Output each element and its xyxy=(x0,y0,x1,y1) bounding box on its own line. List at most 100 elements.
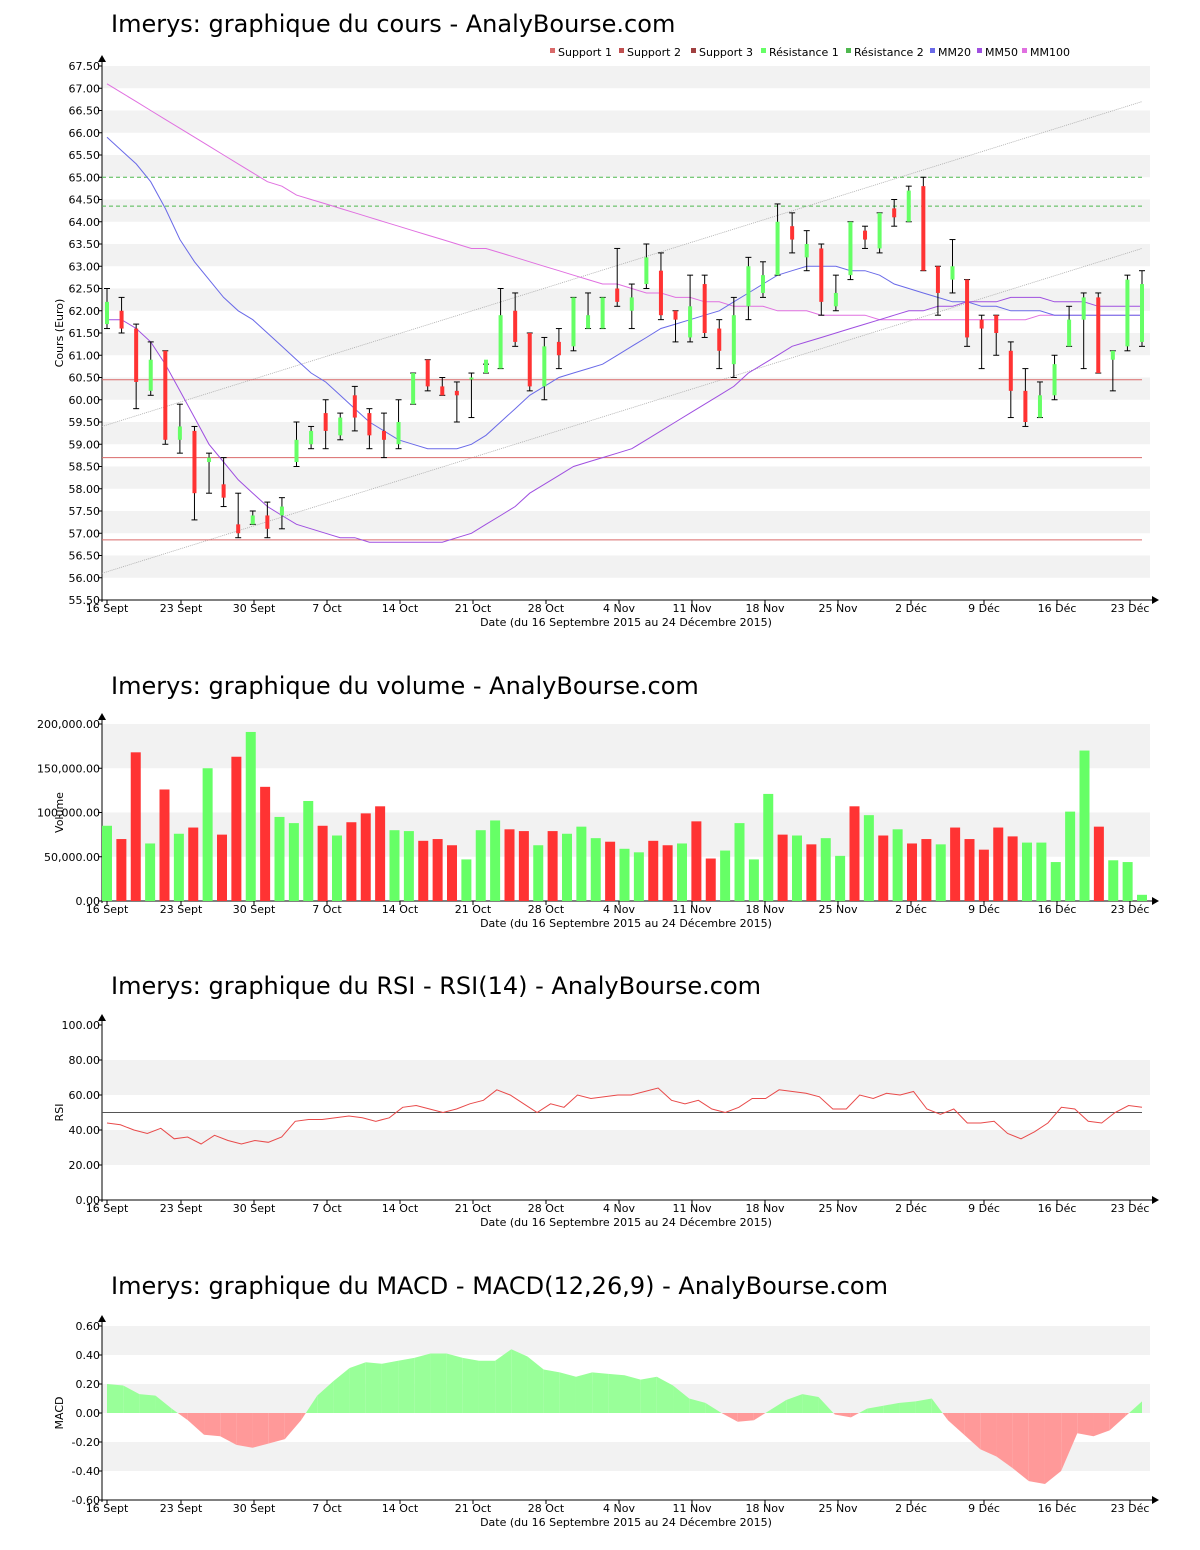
mm20-line xyxy=(107,296,1142,543)
y-tick-label: 0.00 xyxy=(76,1194,101,1207)
macd-chart-panel: Imerys: graphique du MACD - MACD(12,26,9… xyxy=(0,1260,1200,1550)
macd-area-positive xyxy=(656,1376,674,1413)
macd-area-negative xyxy=(284,1413,302,1440)
candle-up xyxy=(586,315,591,329)
background-band xyxy=(102,1326,1150,1355)
y-axis-label: Cours (Euro) xyxy=(53,299,66,368)
background-band xyxy=(102,724,1150,769)
y-tick-label: -0.60 xyxy=(72,1494,100,1507)
macd-area-negative xyxy=(204,1413,221,1437)
volume-bar xyxy=(734,823,745,901)
volume-bar xyxy=(792,835,802,901)
macd-area-negative xyxy=(833,1413,835,1415)
rsi-chart-svg: 0.00 20.00 40.00 60.00 80.00 100.00 16 Sept 23 … xyxy=(53,1014,1159,1229)
legend-label: Résistance 1 xyxy=(769,46,839,59)
x-tick-label: 18 Nov xyxy=(746,602,785,615)
candle-up xyxy=(1081,297,1086,320)
x-tick-label: 7 Oct xyxy=(312,903,342,916)
volume-bar xyxy=(677,843,687,901)
volume-bar xyxy=(217,834,227,901)
y-axis-label: Volume xyxy=(53,792,66,833)
volume-bar xyxy=(950,827,961,901)
macd-area-negative xyxy=(834,1413,851,1418)
volume-bar xyxy=(820,838,831,901)
y-tick-label: 59.00 xyxy=(69,438,101,451)
x-tick-label: 14 Oct xyxy=(382,903,419,916)
x-tick-label: 9 Déc xyxy=(968,1202,1000,1215)
candle-up xyxy=(600,297,605,329)
volume-bar xyxy=(403,831,414,901)
x-tick-label: 28 Oct xyxy=(528,602,565,615)
volume-bar xyxy=(892,829,903,901)
background-band xyxy=(102,288,1150,311)
candle-up xyxy=(1140,284,1144,342)
volume-bar xyxy=(102,825,112,901)
macd-area-positive xyxy=(802,1394,819,1413)
x-axis-arrow xyxy=(1152,596,1159,604)
x-tick-label: 23 Sept xyxy=(160,1502,203,1515)
macd-area-positive xyxy=(689,1398,706,1413)
x-tick-label: 2 Déc xyxy=(895,1502,927,1515)
background-band xyxy=(102,511,1150,534)
x-tick-label: 9 Déc xyxy=(968,1502,1000,1515)
macd-area-positive xyxy=(931,1398,943,1413)
macd-area-positive xyxy=(867,1405,884,1413)
background-band xyxy=(102,1130,1150,1165)
background-band xyxy=(102,555,1150,578)
x-tick-label: 4 Nov xyxy=(603,903,635,916)
background-band xyxy=(102,66,1150,89)
y-tick-label: 64.00 xyxy=(69,216,101,229)
y-tick-label: 60.00 xyxy=(69,394,101,407)
y-tick-label: 20.00 xyxy=(69,1159,101,1172)
macd-area-positive xyxy=(155,1395,172,1413)
macd-area-positive xyxy=(575,1372,593,1413)
candle-up xyxy=(1037,395,1042,418)
price-chart-panel: Imerys: graphique du cours - AnalyBourse… xyxy=(0,0,1200,640)
macd-area-negative xyxy=(964,1413,981,1450)
volume-bar xyxy=(763,793,774,901)
y-tick-label: 55.50 xyxy=(69,594,101,607)
y-tick-label: 64.50 xyxy=(69,194,101,207)
macd-area-positive xyxy=(883,1402,900,1413)
x-tick-label: 14 Oct xyxy=(382,1502,419,1515)
x-tick-label: 28 Oct xyxy=(528,1502,565,1515)
candle-up xyxy=(760,275,765,293)
candle-up xyxy=(484,359,489,374)
legend-swatch xyxy=(550,48,555,53)
macd-area-negative xyxy=(1077,1413,1094,1437)
x-tick-label: 25 Nov xyxy=(819,1202,858,1215)
x-tick-label: 2 Déc xyxy=(895,1202,927,1215)
y-tick-label: 66.50 xyxy=(69,105,101,118)
candle-down xyxy=(921,186,926,271)
candle-up xyxy=(309,430,314,445)
macd-area-negative xyxy=(1028,1413,1045,1485)
volume-bar xyxy=(863,815,874,901)
macd-area-positive xyxy=(592,1372,609,1413)
volume-bar xyxy=(432,839,443,901)
volume-bar xyxy=(533,845,544,901)
volume-bar xyxy=(978,849,989,901)
legend-swatch xyxy=(691,48,696,53)
volume-chart-svg: 0.00 50,000.00 100,000.00 150,000.00 200,000… xyxy=(37,713,1159,930)
macd-area-positive xyxy=(673,1385,690,1413)
candle-down xyxy=(1023,390,1028,422)
candle-down xyxy=(323,413,328,431)
rsi-chart-panel: Imerys: graphique du RSI - RSI(14) - Ana… xyxy=(0,960,1200,1240)
candle-down xyxy=(163,350,168,440)
legend-swatch xyxy=(619,48,624,53)
volume-bar xyxy=(1093,826,1104,901)
volume-bar xyxy=(317,825,328,901)
macd-area-negative xyxy=(177,1413,188,1421)
y-tick-label: 0.60 xyxy=(76,1320,101,1333)
macd-area-negative xyxy=(1093,1413,1110,1437)
macd-area-negative xyxy=(301,1413,306,1421)
y-tick-label: 60.00 xyxy=(69,1089,101,1102)
x-tick-label: 30 Sept xyxy=(233,602,276,615)
y-tick-label: 60.50 xyxy=(69,372,101,385)
x-tick-label: 30 Sept xyxy=(233,903,276,916)
y-axis-arrow xyxy=(98,1315,106,1322)
candle-down xyxy=(1096,297,1101,374)
candle-up xyxy=(469,377,474,380)
candle-down xyxy=(935,266,940,293)
x-tick-label: 30 Sept xyxy=(233,1502,276,1515)
